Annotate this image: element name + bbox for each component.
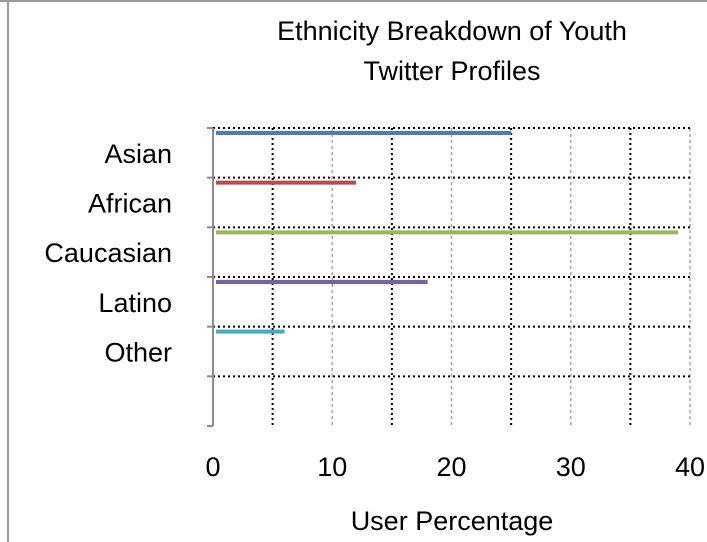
- x-tick-label: 40: [675, 452, 705, 482]
- chart-title-line-2: Twitter Profiles: [363, 56, 540, 86]
- x-tick-label: 20: [436, 452, 466, 482]
- category-label-african: African: [88, 189, 172, 219]
- category-label-caucasian: Caucasian: [44, 238, 172, 268]
- x-tick-label: 30: [556, 452, 586, 482]
- category-label-asian: Asian: [104, 139, 172, 169]
- axes: [207, 127, 214, 427]
- category-label-other: Other: [104, 338, 172, 368]
- chart-title-line-1: Ethnicity Breakdown of Youth: [277, 16, 627, 46]
- x-tick-labels: 0 10 20 30 40: [205, 452, 705, 482]
- x-tick-label: 0: [205, 452, 220, 482]
- bars: [216, 131, 679, 334]
- gridlines: [213, 127, 691, 426]
- x-tick-label: 10: [317, 452, 347, 482]
- category-label-latino: Latino: [98, 288, 172, 318]
- x-axis-title: User Percentage: [351, 506, 554, 536]
- category-labels: Asian African Caucasian Latino Other: [44, 139, 172, 368]
